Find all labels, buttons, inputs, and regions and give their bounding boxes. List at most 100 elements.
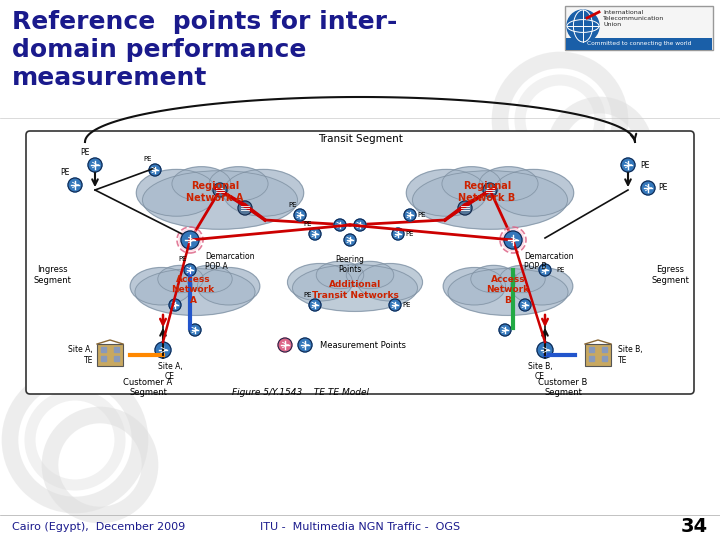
Circle shape	[278, 338, 292, 352]
Text: Site A,
TE: Site A, TE	[68, 345, 93, 364]
Ellipse shape	[135, 268, 255, 315]
Text: Customer A
Segment: Customer A Segment	[123, 378, 173, 397]
Text: ITU -  Multimedia NGN Traffic -  OGS: ITU - Multimedia NGN Traffic - OGS	[260, 522, 460, 532]
Bar	[585, 344, 611, 366]
Text: Access
Network
B: Access Network B	[487, 275, 530, 305]
Text: PE: PE	[658, 184, 667, 192]
Circle shape	[621, 158, 635, 172]
Circle shape	[309, 299, 321, 311]
Text: Reference  points for inter-
domain performance
measurement: Reference points for inter- domain perfo…	[12, 10, 397, 90]
Ellipse shape	[209, 167, 268, 201]
Bar	[589, 356, 594, 361]
Circle shape	[539, 264, 551, 276]
Circle shape	[354, 219, 366, 231]
Text: PE: PE	[144, 156, 152, 162]
Circle shape	[68, 178, 82, 192]
Circle shape	[155, 342, 171, 358]
Text: PE: PE	[60, 168, 70, 177]
Circle shape	[213, 183, 227, 197]
Text: PE: PE	[289, 202, 297, 208]
Bar	[602, 356, 607, 361]
Ellipse shape	[223, 170, 304, 216]
Text: PE: PE	[417, 212, 426, 218]
Ellipse shape	[186, 265, 232, 293]
Ellipse shape	[346, 261, 394, 289]
Circle shape	[567, 10, 599, 42]
Circle shape	[641, 181, 655, 195]
Circle shape	[184, 264, 196, 276]
Bar	[602, 347, 607, 352]
Circle shape	[334, 219, 346, 231]
Ellipse shape	[493, 170, 574, 216]
Text: Transit Segment: Transit Segment	[318, 134, 402, 144]
Text: Measurement Points: Measurement Points	[320, 341, 406, 349]
Text: International
Telecommunication
Union: International Telecommunication Union	[603, 10, 665, 26]
Ellipse shape	[479, 167, 538, 201]
Circle shape	[238, 201, 252, 215]
Ellipse shape	[471, 265, 516, 293]
Text: Regional
Network A: Regional Network A	[186, 181, 243, 203]
Ellipse shape	[136, 170, 217, 216]
Bar	[101, 347, 106, 352]
Text: Regional
Network B: Regional Network B	[459, 181, 516, 203]
Ellipse shape	[292, 265, 418, 312]
Circle shape	[169, 299, 181, 311]
Circle shape	[309, 228, 321, 240]
Text: Site A,
CE: Site A, CE	[158, 362, 182, 381]
Ellipse shape	[444, 267, 505, 305]
Ellipse shape	[413, 171, 567, 230]
Ellipse shape	[316, 261, 364, 289]
Circle shape	[499, 324, 511, 336]
Circle shape	[392, 228, 404, 240]
Ellipse shape	[287, 264, 353, 301]
Text: Demarcation
POP A: Demarcation POP A	[205, 252, 254, 272]
Circle shape	[179, 229, 201, 251]
Bar	[97, 344, 123, 366]
FancyBboxPatch shape	[566, 38, 712, 50]
Circle shape	[483, 183, 497, 197]
Circle shape	[537, 342, 553, 358]
Circle shape	[88, 158, 102, 172]
Text: PE: PE	[81, 148, 90, 157]
Circle shape	[181, 231, 199, 249]
Text: Site B,
TE: Site B, TE	[618, 345, 643, 364]
FancyBboxPatch shape	[26, 131, 694, 394]
Bar	[589, 347, 594, 352]
Circle shape	[502, 229, 524, 251]
Circle shape	[389, 299, 401, 311]
Text: Customer B
Segment: Customer B Segment	[539, 378, 588, 397]
Text: PE: PE	[405, 231, 413, 237]
Text: PE: PE	[179, 256, 187, 262]
Ellipse shape	[406, 170, 487, 216]
Text: Cairo (Egypt),  December 2009: Cairo (Egypt), December 2009	[12, 522, 185, 532]
Circle shape	[404, 209, 416, 221]
Ellipse shape	[143, 171, 297, 230]
Ellipse shape	[358, 264, 423, 301]
Text: PE: PE	[304, 221, 312, 227]
Text: PE: PE	[304, 292, 312, 298]
Ellipse shape	[172, 167, 231, 201]
Circle shape	[344, 234, 356, 246]
Text: Committed to connecting the world: Committed to connecting the world	[587, 40, 691, 45]
Bar	[101, 356, 106, 361]
Ellipse shape	[510, 267, 573, 305]
Text: PE: PE	[640, 160, 649, 170]
Text: Demarcation
POP B: Demarcation POP B	[524, 252, 574, 272]
Ellipse shape	[442, 167, 501, 201]
FancyBboxPatch shape	[565, 6, 713, 50]
Text: Egress
Segment: Egress Segment	[651, 265, 689, 285]
Circle shape	[189, 324, 201, 336]
Text: Figure 5/Y.1543    TE TE Model: Figure 5/Y.1543 TE TE Model	[232, 388, 369, 397]
Text: Peering
Points: Peering Points	[336, 255, 364, 274]
Text: Access
Network
A: Access Network A	[171, 275, 215, 305]
Ellipse shape	[130, 267, 193, 305]
Text: 34: 34	[681, 517, 708, 537]
Ellipse shape	[500, 265, 545, 293]
Circle shape	[504, 231, 522, 249]
Text: PE: PE	[402, 302, 410, 308]
Bar	[114, 356, 119, 361]
Ellipse shape	[448, 268, 568, 315]
Ellipse shape	[197, 267, 260, 305]
Circle shape	[294, 209, 306, 221]
Circle shape	[519, 299, 531, 311]
